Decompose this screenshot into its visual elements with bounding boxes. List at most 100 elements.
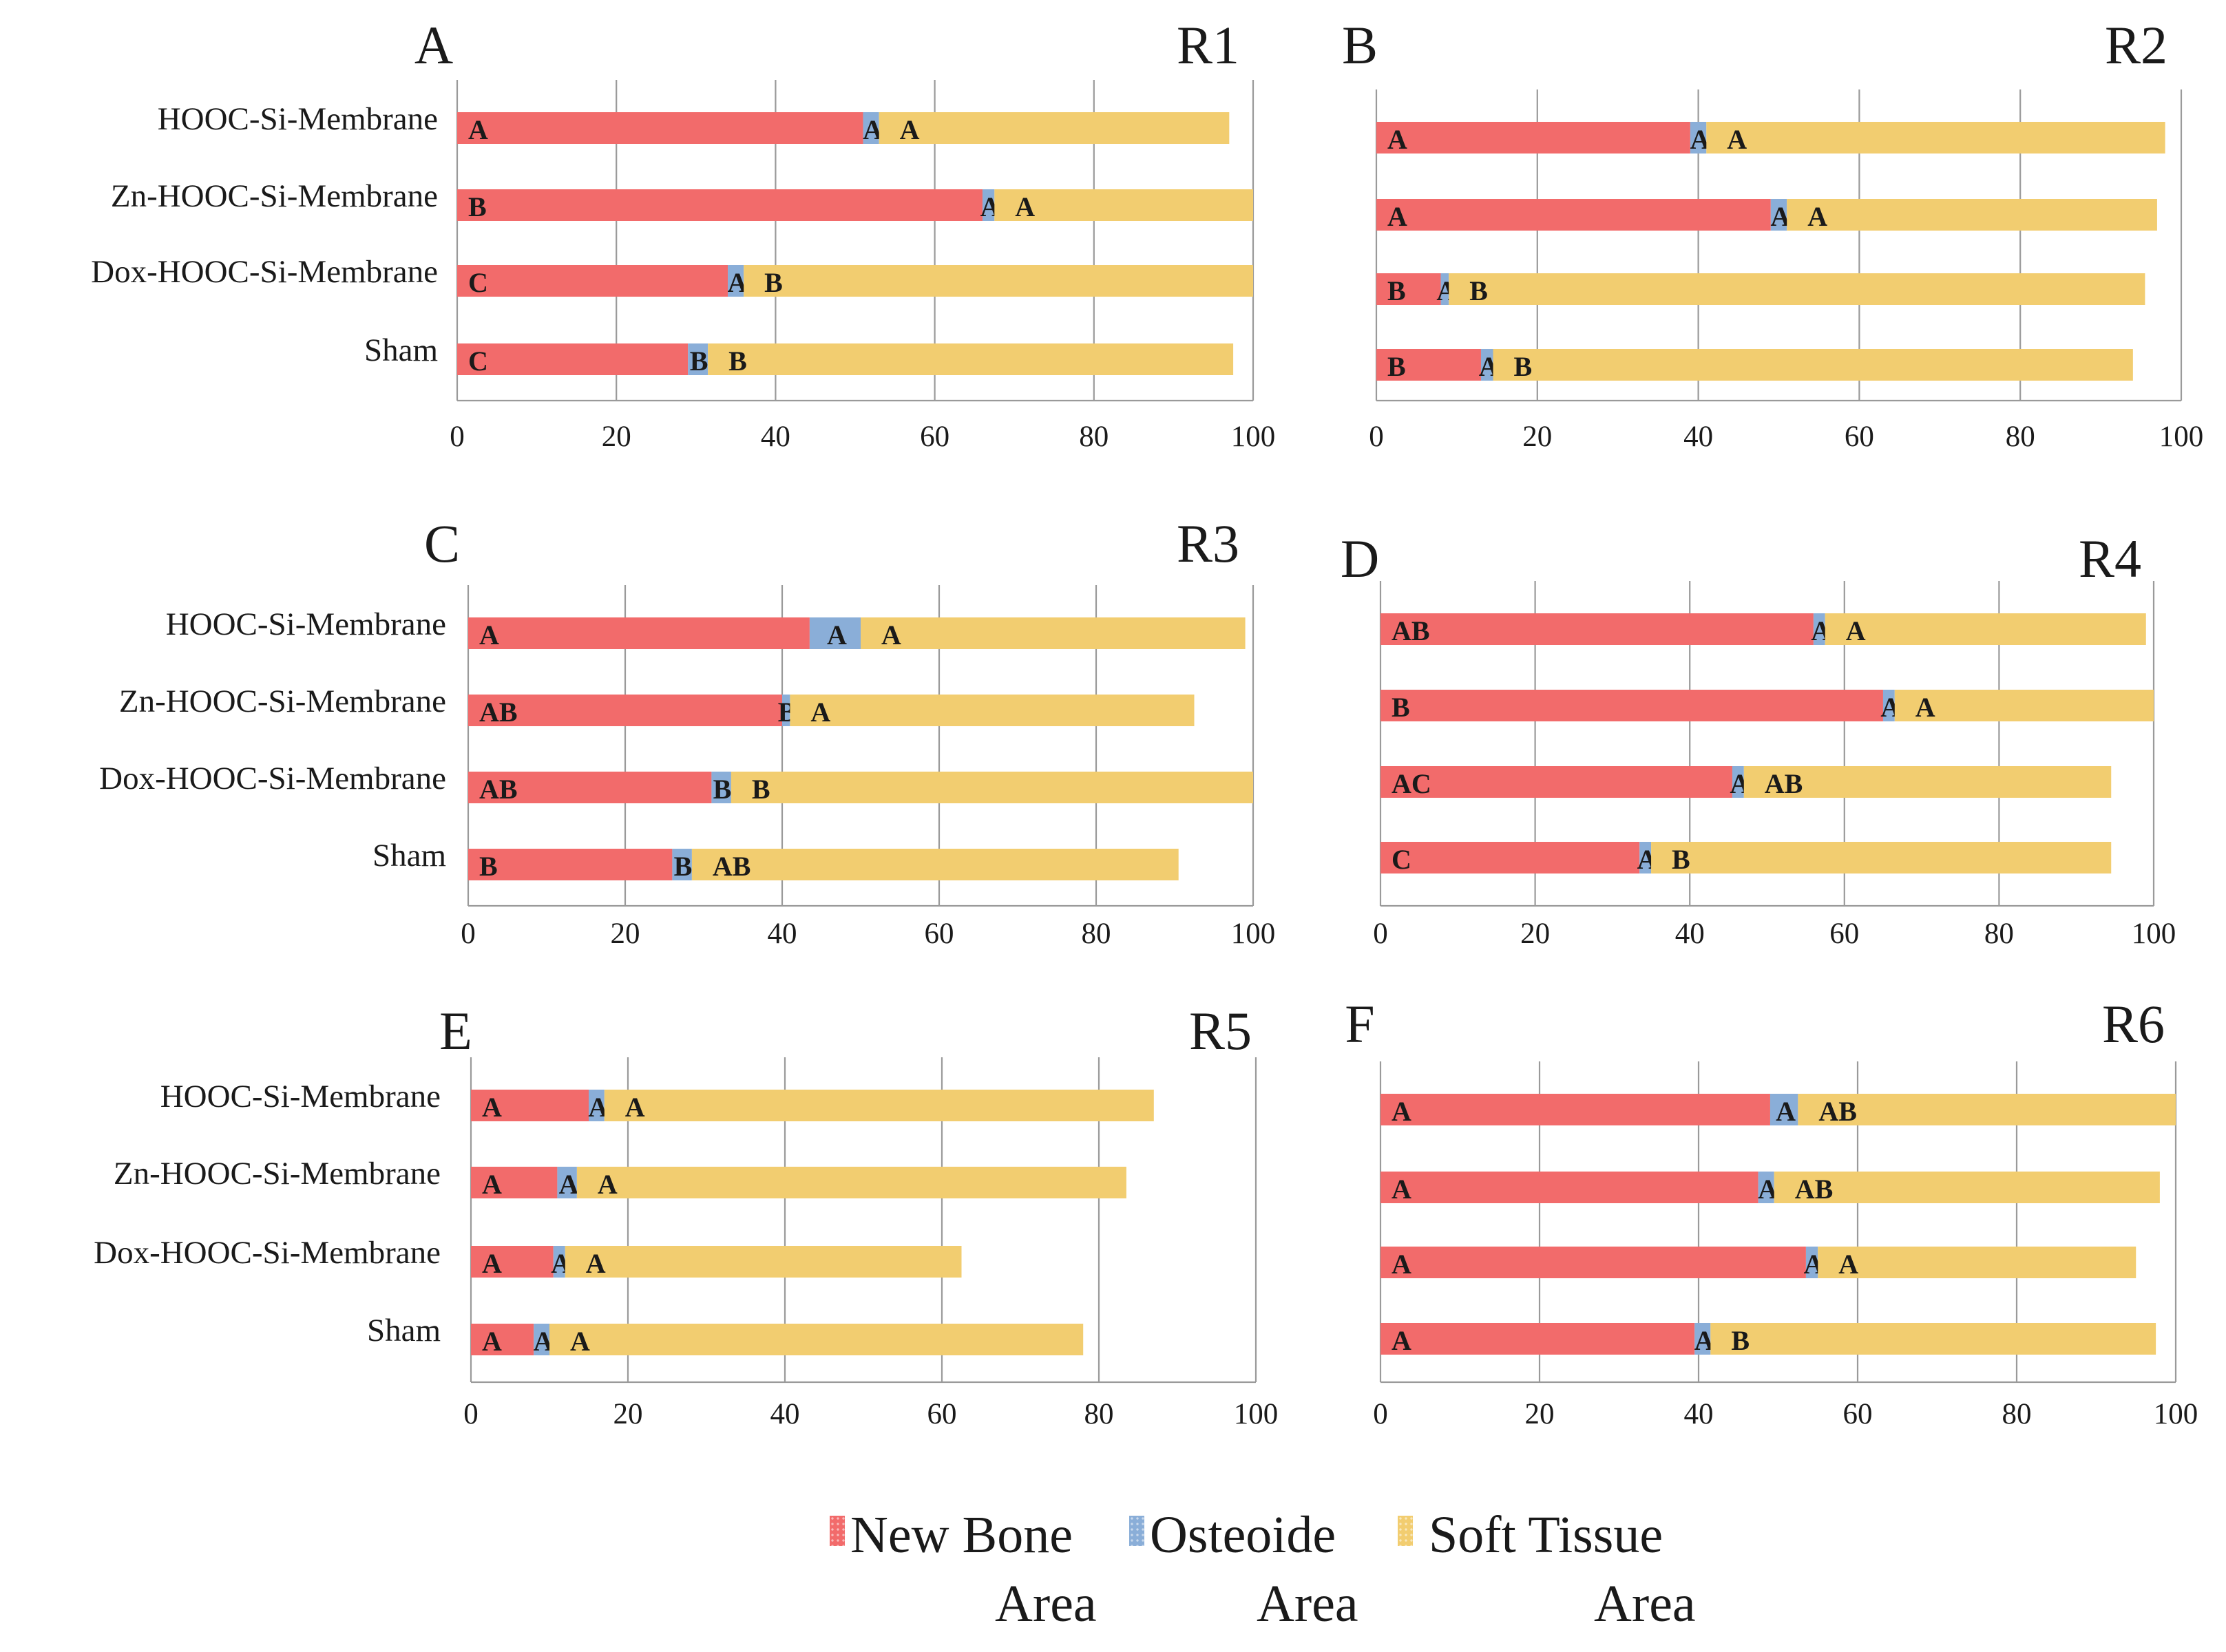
bar-new-bone-e-2 (471, 1246, 554, 1278)
bar-osteoide-b-3 (1480, 349, 1493, 381)
legend-label-soft-tissue: Soft Tissue (1429, 1506, 1663, 1564)
tick-label-f-60: 60 (1843, 1398, 1873, 1430)
sig-letter-soft-tissue-a-2: B (764, 267, 783, 298)
bar-soft-tissue-e-2 (565, 1246, 962, 1278)
bar-osteoide-b-1 (1770, 199, 1787, 231)
sig-letter-soft-tissue-b-2: B (1469, 275, 1488, 306)
bar-new-bone-b-3 (1376, 349, 1481, 381)
tick-label-e-60: 60 (927, 1398, 957, 1430)
bar-soft-tissue-f-1 (1774, 1172, 2160, 1203)
sig-letter-new-bone-c-0: A (479, 620, 499, 650)
legend-swatch-new-bone (830, 1516, 845, 1546)
bar-new-bone-b-0 (1376, 122, 1690, 153)
round-label-c: R3 (1177, 513, 1239, 573)
bar-new-bone-a-0 (457, 112, 863, 144)
sig-letter-osteoide-c-3: B (674, 851, 693, 882)
sig-letter-new-bone-c-2: AB (479, 774, 518, 805)
bar-osteoide-a-2 (728, 265, 744, 297)
sig-letter-new-bone-e-2: A (482, 1248, 502, 1279)
bar-soft-tissue-e-0 (604, 1090, 1154, 1121)
tick-label-d-40: 40 (1675, 918, 1705, 950)
category-label-c-3: Sham (372, 838, 446, 873)
sig-letter-soft-tissue-d-3: B (1672, 844, 1690, 875)
bar-new-bone-d-0 (1380, 613, 1814, 645)
bar-new-bone-c-3 (468, 849, 673, 880)
round-label-b: R2 (2105, 15, 2167, 75)
tick-label-f-20: 20 (1525, 1398, 1555, 1430)
panel-letter-b: B (1342, 15, 1378, 75)
category-label-c-0: HOOC-Si-Membrane (166, 606, 446, 642)
bar-osteoide-e-2 (553, 1246, 565, 1278)
sig-letter-soft-tissue-a-0: A (900, 114, 920, 145)
bar-new-bone-e-1 (471, 1167, 558, 1198)
bar-soft-tissue-d-3 (1651, 842, 2112, 873)
bar-new-bone-b-2 (1376, 273, 1441, 305)
sig-letter-soft-tissue-a-3: B (728, 346, 747, 377)
category-label-a-2: Dox-HOOC-Si-Membrane (91, 254, 438, 290)
bar-osteoide-e-1 (557, 1167, 577, 1198)
tick-label-d-60: 60 (1829, 918, 1859, 950)
tick-label-b-40: 40 (1683, 421, 1713, 453)
sig-letter-soft-tissue-b-0: A (1727, 124, 1747, 155)
legend-label-osteoide-area: Area (1257, 1575, 1358, 1633)
panel-a: 0 20 40 60 80 100 A R1 HOOC-Si-Membrane A A A Zn-HOO… (91, 15, 1275, 453)
bar-soft-tissue-e-3 (549, 1324, 1084, 1355)
tick-label-a-100: 100 (1231, 421, 1276, 453)
sig-letter-soft-tissue-d-0: A (1846, 615, 1866, 646)
sig-letter-new-bone-a-3: C (468, 346, 488, 377)
bar-new-bone-c-0 (468, 617, 810, 649)
round-label-e: R5 (1189, 1001, 1252, 1061)
tick-label-a-40: 40 (761, 421, 790, 453)
sig-letter-osteoide-c-0: A (827, 620, 847, 650)
bar-soft-tissue-b-0 (1706, 122, 2165, 153)
tick-label-c-40: 40 (768, 918, 797, 950)
panel-letter-e: E (439, 1001, 472, 1061)
bar-soft-tissue-d-2 (1743, 766, 2112, 798)
category-label-e-1: Zn-HOOC-Si-Membrane (114, 1156, 441, 1192)
sig-letter-soft-tissue-c-3: AB (713, 851, 751, 882)
bar-osteoide-a-3 (688, 343, 708, 375)
bar-new-bone-f-0 (1380, 1094, 1770, 1125)
bar-soft-tissue-f-2 (1818, 1247, 2136, 1278)
category-label-a-3: Sham (364, 332, 438, 368)
tick-label-f-80: 80 (2002, 1398, 2032, 1430)
bar-new-bone-c-1 (468, 695, 782, 726)
bar-soft-tissue-c-0 (861, 617, 1246, 649)
tick-label-d-0: 0 (1373, 918, 1388, 950)
bar-new-bone-a-1 (457, 189, 983, 221)
bar-soft-tissue-c-3 (691, 849, 1179, 880)
panel-letter-d: D (1341, 529, 1379, 589)
panel-letter-a: A (414, 15, 453, 75)
sig-letter-soft-tissue-b-3: B (1514, 351, 1533, 382)
tick-label-c-0: 0 (461, 918, 476, 950)
sig-letter-new-bone-b-3: B (1387, 351, 1406, 382)
tick-label-b-60: 60 (1845, 421, 1874, 453)
category-label-e-0: HOOC-Si-Membrane (160, 1079, 441, 1114)
sig-letter-soft-tissue-f-3: B (1731, 1325, 1750, 1356)
bar-soft-tissue-c-2 (731, 772, 1253, 803)
tick-label-b-80: 80 (2006, 421, 2035, 453)
bar-osteoide-b-0 (1690, 122, 1707, 153)
bar-soft-tissue-f-3 (1710, 1323, 2156, 1355)
bar-osteoide-d-1 (1882, 690, 1895, 721)
bar-osteoide-c-1 (782, 695, 790, 726)
bar-soft-tissue-b-2 (1449, 273, 2145, 305)
bar-soft-tissue-e-1 (576, 1167, 1126, 1198)
sig-letter-soft-tissue-f-0: AB (1818, 1096, 1857, 1127)
sig-letter-new-bone-c-3: B (479, 851, 498, 882)
bar-new-bone-a-3 (457, 343, 689, 375)
category-label-a-1: Zn-HOOC-Si-Membrane (111, 178, 438, 214)
bar-soft-tissue-f-0 (1798, 1094, 2176, 1125)
sig-letter-new-bone-f-2: A (1392, 1249, 1411, 1280)
round-label-d: R4 (2079, 529, 2141, 589)
legend-label-soft-tissue-area: Area (1594, 1575, 1696, 1633)
panel-c: 0 20 40 60 80 100 C R3 HOOC-Si-Membrane A A A Zn-HOO… (99, 513, 1275, 950)
sig-letter-soft-tissue-c-1: A (810, 697, 830, 728)
bar-osteoide-e-3 (534, 1324, 549, 1355)
sig-letter-new-bone-e-1: A (482, 1169, 502, 1200)
sig-letter-soft-tissue-e-2: A (586, 1248, 606, 1279)
bar-soft-tissue-b-1 (1787, 199, 2157, 231)
sig-letter-new-bone-f-0: A (1392, 1096, 1411, 1127)
